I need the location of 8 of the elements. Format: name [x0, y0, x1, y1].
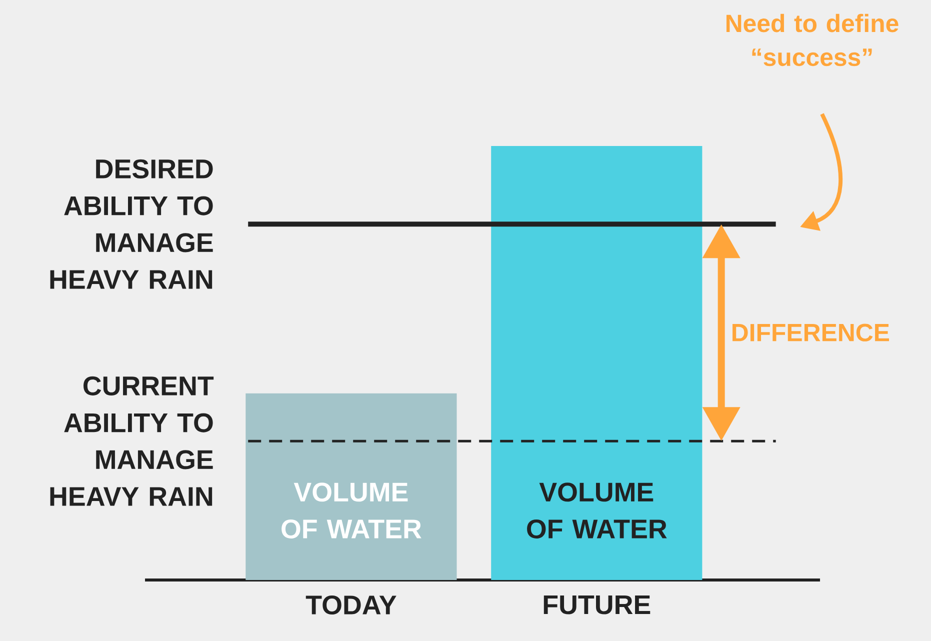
annotation: DIFFERENCE [732, 324, 890, 342]
annotation: VOLUME OF WATER [527, 482, 667, 538]
ref-line-label: DESIRED ABILITY TO MANAGE HEAVY RAIN [50, 159, 213, 289]
x-tick-label: FUTURE [544, 595, 650, 614]
ref-line-label: CURRENT ABILITY TO MANAGE HEAVY RAIN [50, 376, 214, 506]
annotation: VOLUME OF WATER [282, 482, 422, 538]
x-tick-label: TODAY [306, 596, 396, 615]
text: Need to define “success” [726, 14, 898, 66]
